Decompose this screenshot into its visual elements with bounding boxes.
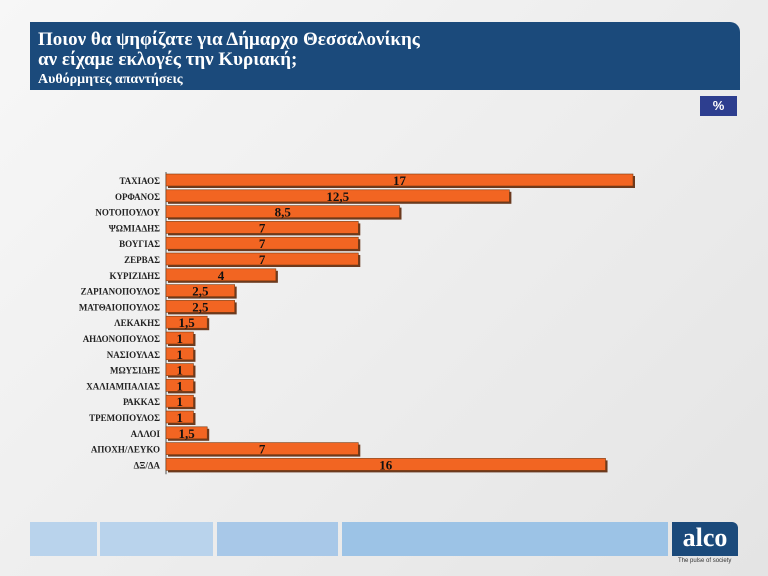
bar	[165, 189, 510, 203]
bar	[165, 268, 277, 282]
data-label: 8,5	[275, 205, 292, 220]
data-label: 16	[379, 457, 393, 472]
category-label: ΟΡΦΑΝΟΣ	[115, 192, 160, 202]
data-label: 7	[259, 220, 266, 235]
bar	[165, 347, 194, 361]
category-label: ΨΩΜΙΑΔΗΣ	[109, 223, 160, 233]
data-label: 1,5	[178, 426, 195, 441]
data-label: 7	[259, 442, 266, 457]
bar	[165, 394, 194, 408]
bar	[165, 252, 359, 266]
bar	[165, 173, 634, 187]
header-banner: Ποιον θα ψηφίζατε για Δήμαρχο Θεσσαλονίκ…	[30, 22, 740, 90]
bar	[165, 426, 208, 440]
data-label: 1,5	[178, 315, 195, 330]
data-label: 1	[176, 394, 183, 409]
logo-tagline: The pulse of society	[678, 558, 732, 564]
bar	[165, 300, 235, 313]
category-label: ΝΟΤΟΠΟΥΛΟΥ	[95, 208, 160, 218]
category-label: ΤΑΧΙΑΟΣ	[120, 176, 161, 186]
category-label: ΤΡΕΜΟΠΟΥΛΟΣ	[89, 413, 160, 423]
category-label: ΚΥΡΙΖΙΔΗΣ	[109, 271, 160, 281]
category-label: ΧΑΛΙΑΜΠΑΛΙΑΣ	[86, 381, 160, 391]
bar	[165, 315, 208, 329]
category-label: ΒΟΥΓΙΑΣ	[119, 239, 160, 249]
category-label: ΑΠΟΧΗ/ΛΕΥΚΟ	[91, 445, 160, 455]
footer-strip	[342, 522, 668, 556]
bar	[165, 205, 400, 218]
unit-badge: %	[700, 96, 737, 116]
bar	[165, 379, 194, 392]
category-label: ΑΗΔΟΝΟΠΟΥΛΟΣ	[83, 334, 160, 344]
data-label: 1	[176, 410, 183, 425]
category-label: ΜΩΥΣΙΔΗΣ	[110, 366, 160, 376]
subtitle: Αυθόρμητες απαντήσεις	[38, 72, 183, 87]
data-label: 17	[393, 173, 407, 188]
footer-strip	[217, 522, 338, 556]
bar	[165, 410, 194, 424]
data-label: 12,5	[326, 189, 349, 204]
category-label: ΖΑΡΙΑΝΟΠΟΥΛΟΣ	[81, 287, 160, 297]
alco-logo: alco	[672, 522, 738, 556]
category-label: ΖΕΡΒΑΣ	[124, 255, 160, 265]
bar	[165, 331, 194, 345]
bar	[165, 236, 359, 250]
data-label: 2,5	[192, 299, 209, 314]
data-label: 2,5	[192, 284, 209, 299]
data-label: 1	[176, 331, 183, 346]
footer-strip	[100, 522, 213, 556]
category-label: ΝΑΣΙΟΥΛΑΣ	[107, 350, 160, 360]
category-label: ΛΕΚΑΚΗΣ	[114, 318, 160, 328]
title: Ποιον θα ψηφίζατε για Δήμαρχο Θεσσαλονίκ…	[38, 29, 420, 70]
bar	[165, 458, 606, 471]
bar	[165, 363, 194, 376]
category-label: ΡΑΚΚΑΣ	[123, 397, 160, 407]
data-label: 1	[176, 378, 183, 393]
bar	[165, 284, 235, 297]
data-label: 7	[259, 236, 266, 251]
data-label: 4	[218, 268, 225, 283]
bar	[165, 442, 359, 455]
bar	[165, 221, 359, 234]
footer-strip	[30, 522, 97, 556]
data-label: 7	[259, 252, 266, 267]
category-label: ΔΞ/ΔΑ	[134, 460, 161, 470]
data-label: 1	[176, 363, 183, 378]
data-label: 1	[176, 347, 183, 362]
category-label: ΑΛΛΟΙ	[131, 429, 161, 439]
category-label: ΜΑΤΘΑΙΟΠΟΥΛΟΣ	[79, 302, 160, 312]
